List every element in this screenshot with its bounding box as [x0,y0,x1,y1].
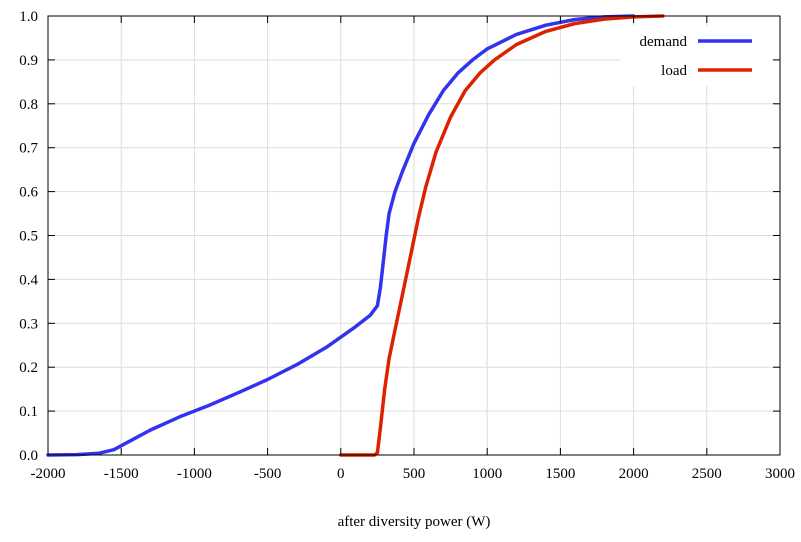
y-tick-label: 0.0 [19,448,38,464]
y-tick-label: 0.8 [19,97,38,113]
x-tick-label: -1500 [104,466,139,482]
x-axis-title: after diversity power (W) [338,514,491,530]
legend: demand load [620,26,772,86]
y-tick-label: 0.3 [19,316,38,332]
x-tick-label: 0 [337,466,345,482]
series-lines [46,14,665,457]
y-tick-label: 0.1 [19,404,38,420]
x-tick-label: -2000 [31,466,66,482]
y-tick-label: 0.5 [19,229,38,245]
series-line-demand [46,14,636,457]
series-line-load [339,14,665,457]
legend-box [620,26,772,86]
y-tick-label: 0.2 [19,360,38,376]
legend-label-demand: demand [640,34,688,50]
x-tick-label: 1500 [545,466,575,482]
y-tick-label: 1.0 [19,9,38,25]
x-tick-label: 3000 [765,466,795,482]
legend-label-load: load [661,63,687,79]
y-tick-label: 0.9 [19,53,38,69]
x-tick-label: -500 [254,466,282,482]
x-tick-label: 500 [403,466,426,482]
x-tick-label: 1000 [472,466,502,482]
x-tick-label: 2000 [619,466,649,482]
x-tick-label: -1000 [177,466,212,482]
axis-ticks: -2000 -1500 -1000 -500 0 500 1000 1500 2000 2500 3… [19,9,795,482]
y-tick-label: 0.4 [19,272,38,288]
y-tick-label: 0.7 [19,141,38,157]
y-tick-label: 0.6 [19,185,38,201]
x-tick-label: 2500 [692,466,722,482]
